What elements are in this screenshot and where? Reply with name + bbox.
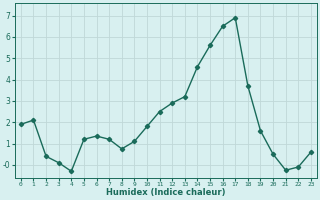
- X-axis label: Humidex (Indice chaleur): Humidex (Indice chaleur): [106, 188, 226, 197]
